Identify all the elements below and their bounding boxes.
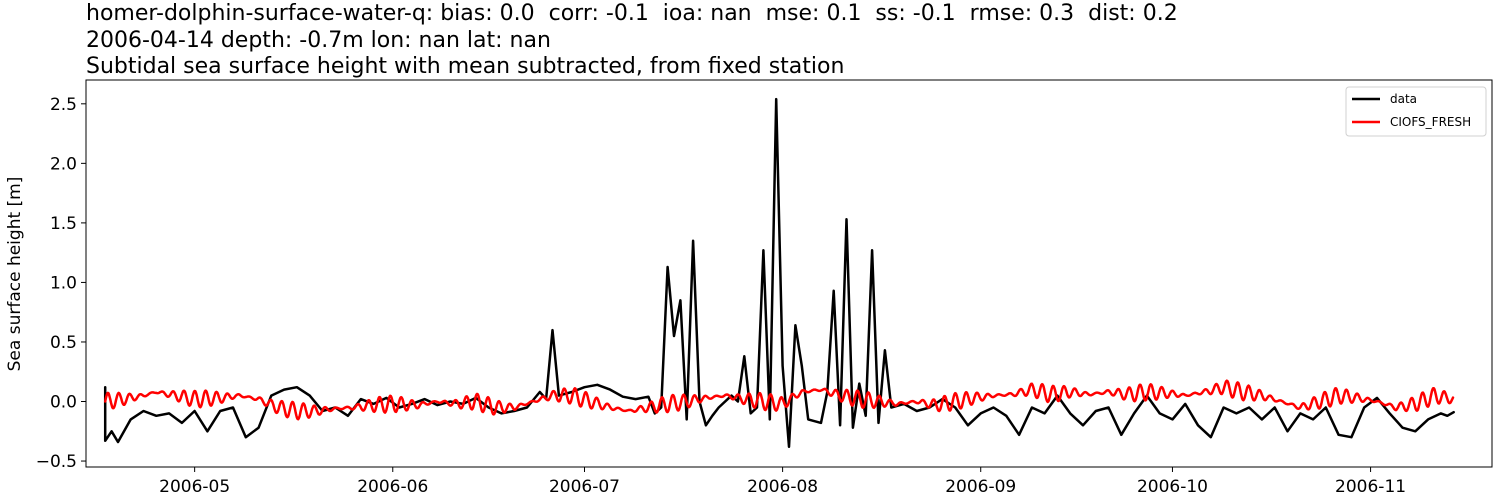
chart-title-line-3: Subtidal sea surface height with mean su… [86,54,845,79]
series-line-ciofs-fresh [103,379,1455,421]
x-tick-label: 2006-08 [747,477,818,497]
axes-frame [85,79,1493,468]
y-tick-label: 1.5 [50,214,77,234]
x-tick-label: 2006-06 [357,477,428,497]
x-tick-label: 2006-09 [945,477,1016,497]
y-tick-label: 1.0 [50,273,77,293]
x-tick-label: 2006-07 [549,477,620,497]
chart-title-line-1: homer-dolphin-surface-water-q: bias: 0.0… [86,1,1178,26]
y-tick-label: 2.5 [50,95,77,115]
x-axis: 2006-05 2006-06 2006-07 2006-08 2006-09 2006-… [159,467,1406,497]
legend-box [1345,86,1487,137]
legend-label-data: data [1390,92,1417,106]
y-tick-label: 2.0 [50,154,77,174]
y-axis: −0.5 0.0 0.5 1.0 1.5 2.0 2.5 [36,95,86,472]
x-tick-label: 2006-05 [159,477,230,497]
y-axis-label: Sea surface height [m] [5,177,25,372]
y-tick-label: 0.5 [50,333,77,353]
x-tick-label: 2006-10 [1137,477,1208,497]
series-line-data [103,97,1455,449]
legend: data CIOFS_FRESH [1345,86,1487,137]
y-tick-label: 0.0 [50,393,77,413]
y-tick-label: −0.5 [36,452,77,472]
legend-label-ciofs-fresh: CIOFS_FRESH [1390,115,1471,129]
x-tick-label: 2006-11 [1335,477,1406,497]
chart-title-line-2: 2006-04-14 depth: -0.7m lon: nan lat: na… [86,28,551,53]
